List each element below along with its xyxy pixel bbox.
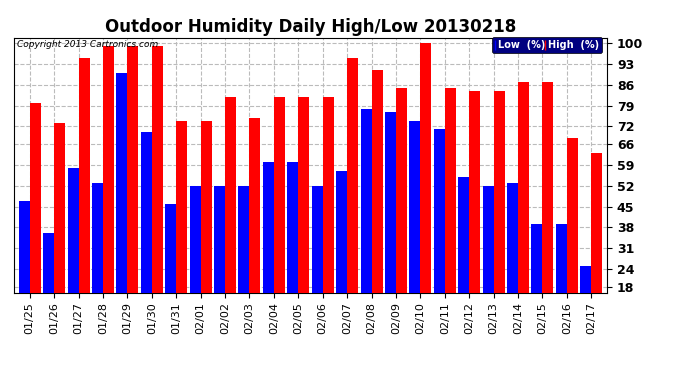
Bar — [19, 201, 30, 340]
Bar — [103, 46, 114, 340]
Bar — [518, 82, 529, 340]
Bar — [250, 117, 260, 340]
Bar — [580, 266, 591, 340]
Bar — [493, 91, 504, 340]
Bar — [445, 88, 456, 340]
Bar — [225, 97, 236, 340]
Bar — [287, 162, 298, 340]
Bar — [68, 168, 79, 340]
Bar — [92, 183, 103, 340]
Bar — [531, 224, 542, 340]
Bar — [371, 70, 382, 340]
Bar — [591, 153, 602, 340]
Bar — [361, 109, 371, 340]
Bar — [347, 58, 358, 340]
Bar — [117, 73, 128, 340]
Bar — [298, 97, 309, 340]
Bar — [43, 233, 54, 340]
Bar — [336, 171, 347, 340]
Bar — [30, 103, 41, 340]
Bar — [567, 138, 578, 340]
Bar — [323, 97, 334, 340]
Bar — [396, 88, 407, 340]
Bar — [542, 82, 553, 340]
Bar — [79, 58, 90, 340]
Bar — [214, 186, 225, 340]
Bar — [263, 162, 274, 340]
Bar — [507, 183, 518, 340]
Bar — [458, 177, 469, 340]
Bar — [274, 97, 285, 340]
Title: Outdoor Humidity Daily High/Low 20130218: Outdoor Humidity Daily High/Low 20130218 — [105, 18, 516, 36]
Bar — [312, 186, 323, 340]
Bar — [483, 186, 493, 340]
Bar — [201, 120, 212, 340]
Bar — [165, 204, 176, 340]
Bar — [434, 129, 445, 340]
Bar — [556, 224, 567, 340]
Bar — [469, 91, 480, 340]
Bar — [128, 46, 138, 340]
Legend: Low  (%), High  (%): Low (%), High (%) — [492, 37, 602, 53]
Bar — [54, 123, 65, 340]
Bar — [176, 120, 187, 340]
Bar — [190, 186, 201, 340]
Bar — [239, 186, 250, 340]
Bar — [420, 44, 431, 340]
Bar — [141, 132, 152, 340]
Bar — [409, 120, 420, 340]
Text: Copyright 2013 Cartronics.com: Copyright 2013 Cartronics.com — [17, 40, 158, 49]
Bar — [385, 112, 396, 340]
Bar — [152, 46, 163, 340]
